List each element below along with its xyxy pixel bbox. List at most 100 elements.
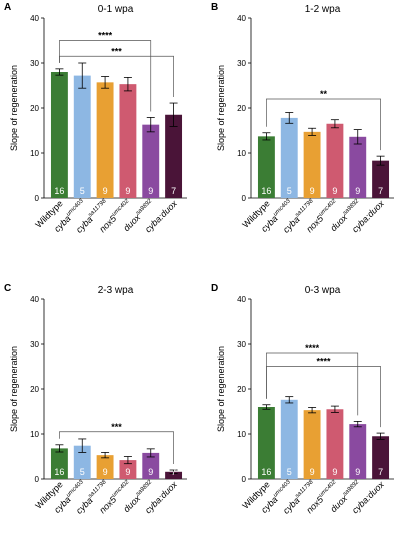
category-allele: sa11798	[87, 198, 108, 219]
bar	[73, 75, 91, 198]
bar	[349, 424, 367, 479]
y-tick-label: 0	[242, 475, 247, 484]
category-allele: sa11798	[294, 479, 315, 500]
category-allele: umc403	[272, 198, 292, 218]
y-tick-label: 20	[237, 385, 246, 394]
significance-label: ***	[111, 46, 122, 56]
y-axis-title: Slope of regeneration	[9, 346, 19, 432]
panel-title: 0-1 wpa	[98, 4, 134, 15]
bar	[50, 448, 68, 479]
category-allele: umc402	[111, 198, 131, 218]
panel-label: D	[211, 283, 218, 294]
n-label: 7	[171, 186, 176, 196]
bar	[165, 114, 183, 198]
y-tick-label: 30	[30, 59, 39, 68]
n-label: 5	[287, 186, 292, 196]
n-label: 16	[54, 467, 64, 477]
panel-label: A	[4, 2, 11, 13]
category-allele: sa11798	[294, 198, 315, 219]
category-allele: sa9892	[135, 479, 154, 498]
y-tick-label: 0	[242, 194, 247, 203]
y-axis-title: Slope of regeneration	[216, 65, 226, 151]
y-tick-label: 40	[237, 295, 246, 304]
panel-label: C	[4, 283, 11, 294]
bar	[165, 471, 183, 479]
y-tick-label: 30	[237, 340, 246, 349]
n-label: 16	[261, 467, 271, 477]
category-allele: sa11798	[87, 479, 108, 500]
category-allele: umc402	[318, 479, 338, 499]
y-tick-label: 20	[237, 104, 246, 113]
n-label: 9	[355, 186, 360, 196]
bar	[119, 84, 137, 198]
bar	[349, 136, 367, 198]
bar	[303, 410, 321, 479]
panel-title: 0-3 wpa	[305, 285, 341, 296]
significance-bracket	[59, 40, 152, 112]
y-tick-label: 30	[237, 59, 246, 68]
significance-bracket	[59, 55, 174, 98]
n-label: 9	[125, 186, 130, 196]
n-label: 9	[103, 186, 108, 196]
category-allele: umc402	[111, 479, 131, 499]
n-label: 9	[148, 186, 153, 196]
bar	[96, 455, 114, 479]
bar	[326, 123, 344, 198]
panel-A: A 0-1 wpa 0 10 20 30 40 Slope of regeneration 16…	[4, 2, 187, 235]
y-tick-label: 0	[35, 194, 40, 203]
n-label: 9	[125, 467, 130, 477]
n-label: 9	[310, 186, 315, 196]
n-label: 7	[378, 186, 383, 196]
category-allele: sa9892	[342, 198, 361, 217]
bar	[119, 460, 137, 479]
bar	[257, 407, 275, 479]
y-tick-label: 10	[30, 149, 39, 158]
panel-D: D 0-3 wpa 0 10 20 30 40 Slope of regeneration 16…	[211, 283, 394, 516]
n-label: 5	[80, 467, 85, 477]
bar	[96, 82, 114, 198]
bar	[372, 160, 390, 198]
significance-label: ***	[111, 422, 122, 432]
panel-label: B	[211, 2, 218, 13]
bar	[326, 409, 344, 479]
category-allele: umc403	[65, 479, 85, 499]
n-label: 7	[171, 467, 176, 477]
category-allele: umc403	[272, 479, 292, 499]
y-tick-label: 10	[237, 430, 246, 439]
n-label: 9	[332, 467, 337, 477]
significance-bracket	[266, 352, 359, 416]
significance-label: **	[320, 89, 328, 99]
panel-title: 1-2 wpa	[305, 4, 341, 15]
bar	[50, 72, 68, 198]
n-label: 5	[287, 467, 292, 477]
panel-C: C 2-3 wpa 0 10 20 30 40 Slope of regeneration 16…	[4, 283, 187, 516]
n-label: 9	[355, 467, 360, 477]
bar	[257, 136, 275, 198]
significance-bracket	[266, 98, 381, 151]
y-tick-label: 40	[30, 295, 39, 304]
y-tick-label: 20	[30, 385, 39, 394]
y-axis-title: Slope of regeneration	[216, 346, 226, 432]
bar	[372, 436, 390, 479]
category-allele: umc403	[65, 198, 85, 218]
category-allele: umc402	[318, 198, 338, 218]
y-tick-label: 40	[237, 14, 246, 23]
bar	[280, 117, 298, 198]
n-label: 16	[54, 186, 64, 196]
category-allele: sa9892	[135, 198, 154, 217]
y-tick-label: 20	[30, 104, 39, 113]
category-allele: sa9892	[342, 479, 361, 498]
n-label: 9	[332, 186, 337, 196]
bar	[73, 445, 91, 479]
n-label: 9	[148, 467, 153, 477]
n-label: 9	[310, 467, 315, 477]
significance-label: ****	[98, 31, 113, 41]
n-label: 5	[80, 186, 85, 196]
y-tick-label: 10	[237, 149, 246, 158]
bar	[142, 124, 160, 198]
n-label: 16	[261, 186, 271, 196]
y-axis-title: Slope of regeneration	[9, 65, 19, 151]
n-label: 7	[378, 467, 383, 477]
significance-label: ****	[305, 343, 320, 353]
